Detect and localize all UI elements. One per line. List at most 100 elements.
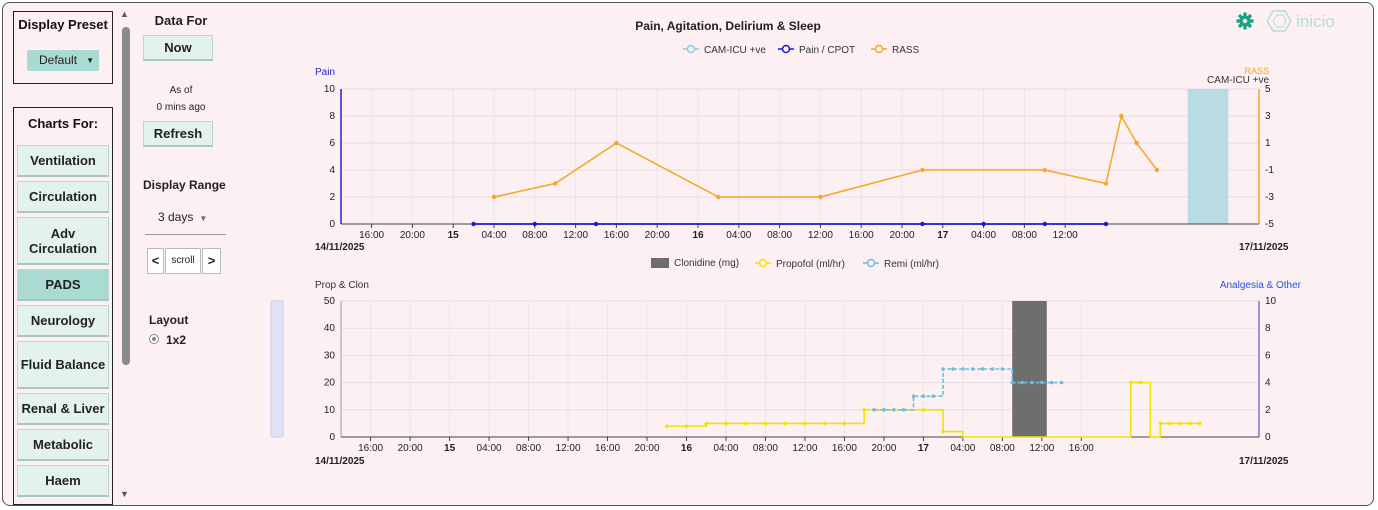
data-point bbox=[921, 408, 926, 412]
sidebar-item-fluid-balance[interactable]: Fluid Balance bbox=[17, 341, 109, 389]
data-point bbox=[1010, 380, 1015, 385]
data-point bbox=[1000, 367, 1005, 371]
series-line-rass bbox=[493, 113, 1158, 198]
layout-radio-1x2[interactable] bbox=[149, 334, 159, 344]
x-tick-label: 12:00 bbox=[563, 230, 588, 241]
sidebar-item-label: PADS bbox=[45, 277, 81, 292]
y-tick-label-left: 50 bbox=[324, 296, 336, 307]
scroll-left-button[interactable]: < bbox=[147, 248, 164, 274]
sidebar-item-metabolic[interactable]: Metabolic bbox=[17, 429, 109, 461]
x-tick-label: 04:00 bbox=[971, 230, 996, 241]
scroll-label: scroll bbox=[165, 248, 201, 274]
chart1-date-end: 17/11/2025 bbox=[1239, 242, 1289, 253]
charts-canvas: Pain, Agitation, Delirium & Sleep CAM-IC… bbox=[270, 19, 1302, 467]
x-tick-label: 04:00 bbox=[950, 443, 975, 454]
chart1-ylabel-right: RASS bbox=[1244, 66, 1269, 76]
y-tick-label-right: 0 bbox=[1265, 432, 1271, 443]
legend-label: Remi (ml/hr) bbox=[884, 259, 939, 270]
data-point bbox=[941, 367, 945, 371]
sidebar-item-ventilation[interactable]: Ventilation bbox=[17, 145, 109, 177]
data-point bbox=[716, 194, 721, 200]
data-point bbox=[1030, 380, 1034, 385]
data-point bbox=[980, 367, 985, 371]
data-point bbox=[684, 424, 689, 428]
gear-icon[interactable] bbox=[1235, 11, 1255, 31]
y-tick-label-right: 6 bbox=[1265, 350, 1271, 361]
y-tick-label-right: 5 bbox=[1265, 84, 1271, 95]
inicio-logo: inicio bbox=[1266, 10, 1335, 32]
data-point bbox=[822, 421, 827, 426]
chart2-drag-handle[interactable] bbox=[270, 300, 284, 438]
sidebar-item-label: Neurology bbox=[30, 313, 96, 328]
y-tick-label-left: 10 bbox=[324, 405, 336, 416]
display-range-label: Display Range bbox=[143, 178, 226, 192]
clonidine-bar bbox=[1012, 301, 1047, 437]
data-point bbox=[1188, 421, 1192, 426]
data-point bbox=[724, 421, 728, 426]
data-point bbox=[970, 367, 975, 371]
x-tick-label: 16:00 bbox=[359, 230, 384, 241]
data-point bbox=[921, 394, 926, 399]
data-point bbox=[614, 140, 619, 146]
data-point bbox=[1197, 421, 1202, 426]
sidebar-item-circulation[interactable]: Circulation bbox=[17, 181, 109, 213]
x-tick-label: 08:00 bbox=[1012, 230, 1037, 241]
sidebar-scrollbar[interactable]: ▲ ▼ bbox=[119, 7, 133, 503]
data-point bbox=[920, 167, 925, 173]
data-point bbox=[1040, 380, 1044, 385]
y-tick-label-left: 10 bbox=[324, 84, 336, 95]
data-point bbox=[931, 394, 936, 399]
data-point bbox=[1128, 380, 1133, 385]
y-tick-label-left: 0 bbox=[329, 432, 335, 443]
y-tick-label-left: 4 bbox=[329, 165, 335, 176]
chart2-date-start: 14/11/2025 bbox=[315, 456, 365, 467]
sidebar-item-adv-circulation[interactable]: Adv Circulation bbox=[17, 217, 109, 265]
data-point bbox=[803, 421, 807, 426]
now-button[interactable]: Now bbox=[143, 35, 213, 61]
data-point bbox=[872, 408, 876, 412]
scrollbar-thumb[interactable] bbox=[122, 27, 130, 365]
x-tick-label: 12:00 bbox=[792, 443, 817, 454]
legend-label: RASS bbox=[892, 45, 920, 56]
chart1-axes: 0 -5 2 -3 4 -1 6 1 8 3 10 5 16:00 20:00 15 04:00 08:00 12… bbox=[324, 84, 1274, 241]
scroll-right-button[interactable]: > bbox=[202, 248, 221, 274]
display-preset-select[interactable]: Default ▼ bbox=[27, 50, 99, 71]
y-tick-label-right: -5 bbox=[1265, 219, 1274, 230]
refresh-button[interactable]: Refresh bbox=[143, 121, 213, 147]
data-point bbox=[471, 221, 476, 227]
chart1-ylabel-left: Pain bbox=[315, 67, 335, 78]
x-tick-label: 16:00 bbox=[849, 230, 874, 241]
sidebar-item-pads[interactable]: PADS bbox=[17, 269, 109, 301]
display-range-select[interactable]: 3 days ▼ bbox=[158, 210, 218, 224]
sidebar-item-haem[interactable]: Haem bbox=[17, 465, 109, 497]
sidebar-item-label: Fluid Balance bbox=[20, 357, 106, 372]
chart1-series bbox=[471, 113, 1160, 227]
chart1-ylabel-right2: CAM-ICU +ve bbox=[1207, 75, 1269, 86]
data-point bbox=[951, 367, 955, 371]
scroll-up-arrow-icon[interactable]: ▲ bbox=[120, 9, 129, 19]
sidebar-item-neurology[interactable]: Neurology bbox=[17, 305, 109, 337]
data-point bbox=[664, 424, 669, 428]
chart2-series bbox=[664, 301, 1202, 438]
legend-swatch bbox=[651, 258, 669, 268]
x-tick-label: 20:00 bbox=[634, 443, 659, 454]
data-point bbox=[1020, 380, 1024, 385]
x-tick-label: 16:00 bbox=[1069, 443, 1094, 454]
x-tick-label: 04:00 bbox=[477, 443, 502, 454]
y-tick-label-right: -1 bbox=[1265, 165, 1274, 176]
logo-text: inicio bbox=[1296, 12, 1335, 31]
legend-label: Propofol (ml/hr) bbox=[776, 259, 845, 270]
y-tick-label-left: 0 bbox=[329, 219, 335, 230]
x-tick-label: 12:00 bbox=[1029, 443, 1054, 454]
sidebar-item-label: Renal & Liver bbox=[21, 401, 105, 416]
sidebar-item-label: Adv Circulation bbox=[29, 225, 97, 256]
data-point bbox=[842, 421, 847, 426]
chart2-ylabel-left: Prop & Clon bbox=[315, 280, 369, 291]
data-point bbox=[1168, 421, 1172, 426]
scroll-down-arrow-icon[interactable]: ▼ bbox=[120, 489, 129, 499]
sidebar-item-renal-liver[interactable]: Renal & Liver bbox=[17, 393, 109, 425]
y-tick-label-right: 4 bbox=[1265, 378, 1271, 389]
x-tick-label: 12:00 bbox=[1053, 230, 1078, 241]
y-tick-label-right: 3 bbox=[1265, 111, 1271, 122]
sidebar-item-label: Ventilation bbox=[30, 153, 96, 168]
